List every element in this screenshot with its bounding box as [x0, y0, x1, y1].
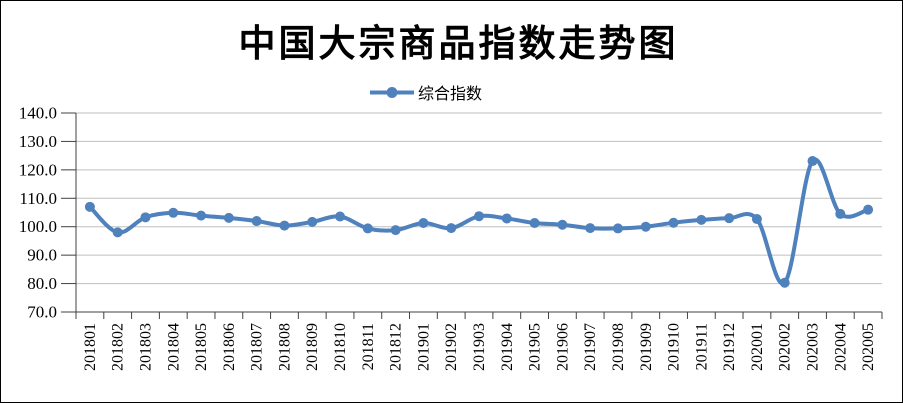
data-point-marker[interactable] [696, 214, 707, 225]
data-point-marker[interactable] [223, 212, 234, 223]
data-point-marker[interactable] [418, 218, 429, 229]
data-point-marker[interactable] [196, 210, 207, 221]
x-axis-label: 201807 [249, 323, 266, 371]
data-point-marker[interactable] [585, 223, 596, 234]
x-axis-label: 201906 [554, 323, 571, 371]
legend-line-marker-icon [370, 86, 414, 98]
data-point-marker[interactable] [779, 277, 790, 288]
x-axis-label: 201912 [721, 323, 738, 371]
x-axis-label: 201806 [221, 323, 238, 371]
data-point-marker[interactable] [307, 216, 318, 227]
x-axis-label: 202005 [860, 323, 877, 371]
data-point-marker[interactable] [362, 223, 373, 234]
x-axis-label: 201904 [499, 323, 516, 371]
data-point-marker[interactable] [835, 208, 846, 219]
x-axis-label: 201803 [137, 323, 154, 371]
x-axis-label: 201911 [693, 323, 710, 370]
x-axis-label: 202001 [749, 323, 766, 371]
data-point-marker[interactable] [612, 223, 623, 234]
x-axis-label: 202002 [777, 323, 794, 371]
data-point-marker[interactable] [640, 221, 651, 232]
x-axis-label: 201905 [527, 323, 544, 371]
x-axis-label: 201907 [582, 323, 599, 371]
x-axis-label: 201802 [110, 323, 127, 371]
y-axis-label: 120.0 [19, 160, 57, 179]
x-axis-label: 201809 [304, 323, 321, 371]
data-point-marker[interactable] [168, 207, 179, 218]
data-point-marker[interactable] [84, 201, 95, 212]
x-axis-label: 201902 [443, 323, 460, 371]
data-point-marker[interactable] [446, 223, 457, 234]
y-axis-label: 130.0 [19, 132, 57, 151]
data-point-marker[interactable] [474, 211, 484, 222]
data-point-marker[interactable] [557, 219, 568, 230]
y-axis-label: 90.0 [27, 246, 57, 265]
data-point-marker[interactable] [251, 216, 262, 227]
x-axis-label: 201910 [666, 323, 683, 371]
data-point-marker[interactable] [335, 211, 346, 222]
y-axis-label: 110.0 [19, 189, 57, 208]
x-axis-label: 201901 [415, 323, 432, 371]
legend[interactable]: 综合指数 [369, 80, 482, 104]
data-point-marker[interactable] [390, 225, 401, 236]
x-axis-label: 201908 [610, 323, 627, 371]
data-point-marker[interactable] [279, 220, 290, 231]
x-axis-label: 202004 [832, 323, 849, 371]
x-axis-label: 201810 [332, 323, 349, 371]
data-point-marker[interactable] [807, 156, 818, 167]
y-axis-label: 100.0 [19, 217, 57, 236]
x-axis-label: 201909 [638, 323, 655, 371]
y-axis-label: 140.0 [19, 104, 57, 123]
data-point-marker[interactable] [529, 218, 540, 229]
x-axis-label: 201808 [276, 323, 293, 371]
series-line [87, 157, 871, 286]
data-point-marker[interactable] [668, 217, 679, 228]
chart-title: 中国大宗商品指数走势图 [238, 21, 679, 65]
x-axis-label: 202003 [805, 323, 822, 371]
data-point-marker[interactable] [501, 213, 512, 224]
data-point-marker[interactable] [751, 214, 762, 225]
x-axis-label: 201812 [388, 323, 405, 371]
x-axis-label: 201903 [471, 323, 488, 371]
data-point-marker[interactable] [724, 213, 735, 224]
x-axis-label: 201801 [82, 323, 99, 371]
x-axis-label: 201811 [360, 323, 377, 370]
legend-label: 综合指数 [418, 86, 483, 103]
y-axis-label: 70.0 [27, 303, 57, 322]
data-point-marker[interactable] [863, 204, 874, 215]
x-axis-label: 201804 [165, 323, 182, 371]
x-axis-label: 201805 [193, 323, 210, 371]
y-axis-label: 80.0 [27, 274, 57, 293]
data-point-marker[interactable] [140, 212, 151, 223]
data-point-marker[interactable] [112, 227, 123, 238]
